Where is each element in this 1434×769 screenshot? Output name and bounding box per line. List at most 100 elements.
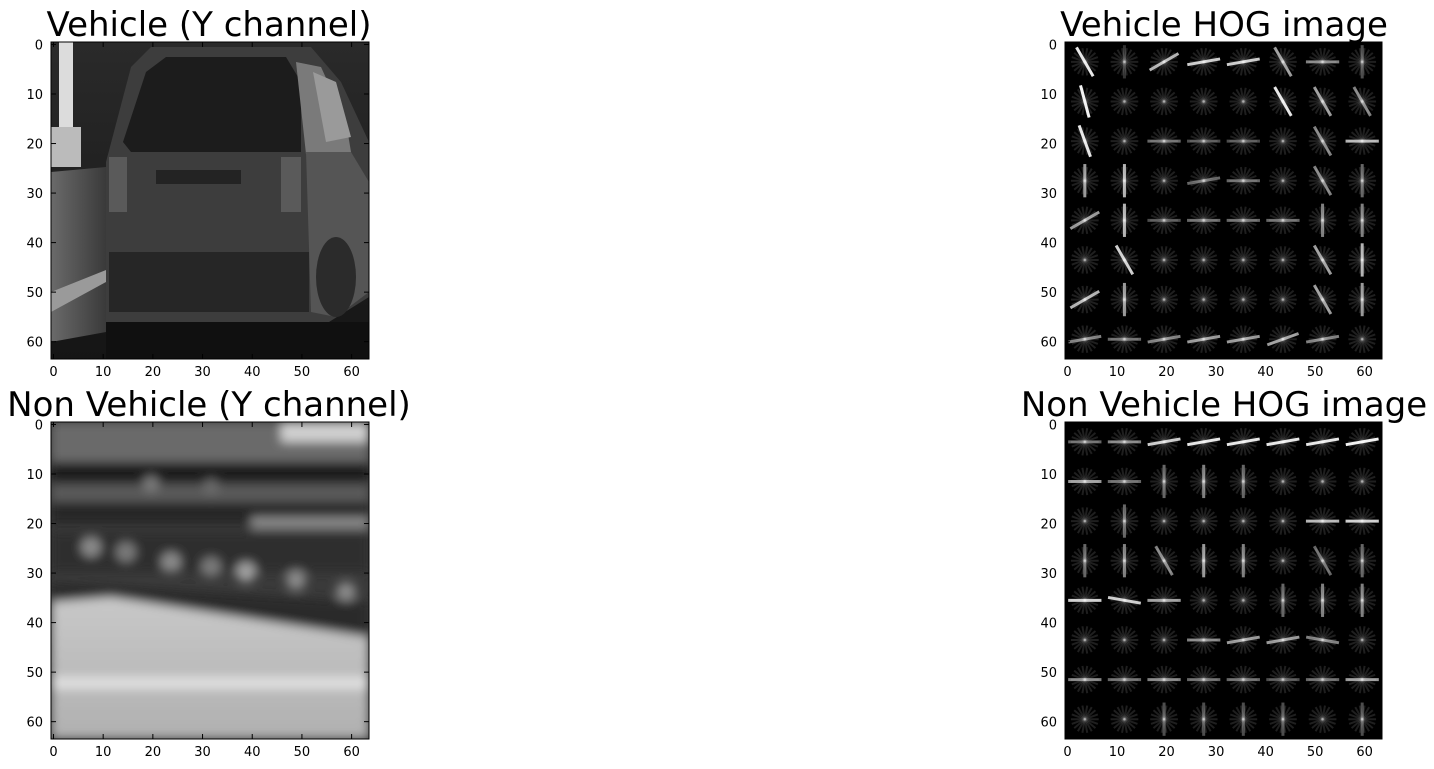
hog-cell — [1305, 665, 1340, 694]
hog-cell — [1110, 87, 1139, 116]
hog-cell — [1308, 203, 1337, 237]
panel-nonvehicle-y: Non Vehicle (Y channel) — [7, 385, 411, 760]
hog-cell — [1107, 665, 1142, 694]
hog-cell — [1308, 244, 1337, 276]
hog-cell — [1305, 325, 1340, 354]
y-tick-label: 60 — [26, 716, 43, 731]
hog-cell — [1189, 507, 1218, 535]
hog-cell — [1187, 166, 1221, 195]
x-tick-label: 10 — [95, 365, 112, 380]
hog-cell — [1069, 206, 1100, 235]
hog-cell — [1150, 464, 1178, 499]
hog-cell — [1345, 507, 1379, 535]
hog-cell — [1348, 325, 1377, 354]
hog-image — [1065, 422, 1382, 739]
hog-cell — [1229, 464, 1258, 499]
hog-cell — [1148, 47, 1180, 76]
hog-cell — [1308, 284, 1337, 315]
hog-cell — [1107, 325, 1142, 354]
hog-cell — [1187, 127, 1221, 155]
hog-cell — [1269, 127, 1297, 155]
hog-cell — [1107, 427, 1142, 456]
y-tick-label: 10 — [26, 88, 43, 103]
x-tick-label: 20 — [145, 365, 162, 380]
hog-cell — [1110, 282, 1139, 317]
hog-cell — [1308, 545, 1337, 576]
hog-cell — [1070, 164, 1099, 198]
x-tick-label: 50 — [1307, 365, 1324, 380]
axes-frame — [50, 41, 370, 360]
hog-cell — [1229, 586, 1258, 615]
axis-ticks: 0 10 20 30 40 50 60 0 10 20 30 40 50 60 — [26, 418, 369, 760]
y-tick-label: 10 — [1040, 88, 1057, 103]
hog-cell — [1189, 87, 1218, 116]
hog-cell — [1226, 47, 1260, 76]
hog-cell — [1187, 325, 1221, 354]
x-tick-label: 50 — [294, 745, 311, 760]
x-tick-label: 20 — [1158, 365, 1175, 380]
hog-cell — [1348, 544, 1377, 578]
hog-cell — [1269, 166, 1297, 195]
x-tick-label: 30 — [1208, 745, 1225, 760]
hog-cell — [1187, 47, 1221, 76]
hog-cell — [1269, 86, 1297, 117]
x-tick-label: 30 — [194, 745, 211, 760]
hog-cell — [1070, 246, 1099, 274]
x-tick-label: 10 — [95, 745, 112, 760]
panel-title: Non Vehicle (Y channel) — [7, 385, 411, 425]
hog-cell — [1266, 325, 1300, 354]
hog-cell — [1110, 504, 1139, 538]
hog-cell — [1147, 427, 1181, 456]
y-tick-label: 60 — [1040, 716, 1057, 731]
nonvehicle-photo — [51, 422, 369, 739]
hog-cell — [1348, 203, 1377, 237]
hog-cell — [1110, 544, 1139, 578]
hog-cell — [1150, 87, 1178, 116]
y-tick-label: 50 — [26, 286, 43, 301]
x-tick-label: 60 — [343, 365, 360, 380]
hog-cell — [1187, 665, 1221, 694]
hog-cell — [1147, 665, 1181, 694]
y-tick-label: 50 — [26, 666, 43, 681]
hog-cell — [1348, 86, 1377, 117]
hog-cell — [1187, 427, 1221, 456]
hog-cell — [1229, 246, 1258, 274]
y-tick-label: 10 — [1040, 468, 1057, 483]
hog-cell — [1147, 586, 1181, 615]
hog-cell — [1269, 467, 1297, 496]
hog-cell — [1269, 285, 1297, 314]
hog-cell — [1110, 244, 1139, 276]
y-tick-label: 50 — [1040, 286, 1057, 301]
hog-cell — [1305, 47, 1340, 76]
x-tick-label: 60 — [1356, 365, 1373, 380]
hog-cell — [1069, 285, 1100, 314]
y-tick-label: 40 — [1040, 237, 1057, 252]
hog-cell — [1147, 206, 1181, 235]
hog-cell — [1308, 165, 1337, 196]
hog-cell — [1226, 626, 1260, 654]
hog-cell — [1269, 546, 1297, 575]
x-tick-label: 40 — [244, 365, 261, 380]
hog-cell — [1226, 127, 1260, 155]
x-tick-label: 50 — [294, 365, 311, 380]
x-tick-label: 30 — [1208, 365, 1225, 380]
hog-cell — [1068, 586, 1102, 615]
x-tick-label: 40 — [1257, 745, 1274, 760]
x-tick-label: 0 — [49, 365, 57, 380]
hog-cell — [1348, 282, 1377, 317]
axis-ticks: 0 10 20 30 40 50 60 0 10 20 30 40 50 60 — [1040, 38, 1382, 380]
x-tick-label: 60 — [1356, 745, 1373, 760]
hog-cell — [1147, 127, 1181, 155]
hog-cell — [1308, 467, 1337, 496]
hog-cell — [1305, 626, 1340, 654]
hog-cell — [1345, 127, 1379, 155]
hog-cell — [1070, 626, 1099, 654]
hog-cell — [1308, 705, 1337, 734]
hog-cell — [1068, 467, 1102, 496]
hog-cell — [1150, 507, 1178, 535]
hog-cell — [1068, 325, 1102, 354]
y-tick-label: 0 — [35, 38, 43, 53]
y-tick-label: 50 — [1040, 666, 1057, 681]
hog-cell — [1150, 285, 1178, 314]
hog-cell — [1305, 507, 1340, 535]
